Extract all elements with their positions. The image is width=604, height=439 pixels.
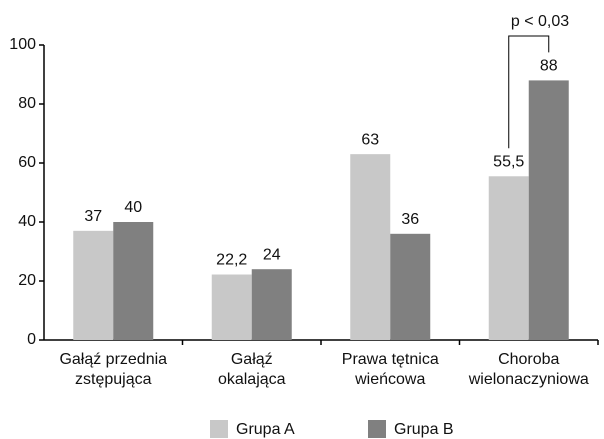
x-tick-label: wieńcowa — [354, 371, 425, 388]
value-label: 24 — [263, 246, 281, 263]
x-tick-label: Gałąź — [231, 351, 273, 368]
legend-label: Grupa A — [236, 421, 295, 438]
x-tick-label: wielonaczyniowa — [468, 371, 589, 388]
legend-swatch — [210, 420, 228, 438]
x-tick-label: okalająca — [218, 371, 286, 388]
legend-label: Grupa B — [394, 421, 454, 438]
bar — [528, 80, 569, 341]
legend-swatch — [368, 420, 386, 438]
y-tick-label: 80 — [18, 95, 36, 112]
value-label: 37 — [84, 208, 102, 225]
x-tick-label: Choroba — [498, 351, 559, 368]
y-tick-label: 60 — [18, 154, 36, 171]
bar — [211, 274, 252, 340]
value-label: 63 — [361, 131, 379, 148]
y-tick-label: 20 — [18, 272, 36, 289]
x-tick-label: Gałąź przednia — [59, 351, 167, 368]
bar — [488, 176, 529, 340]
bar — [390, 233, 431, 340]
value-label: 36 — [401, 211, 419, 228]
bar — [113, 222, 154, 340]
x-tick-label: zstępująca — [75, 371, 152, 388]
annotation: p < 0,03 — [511, 13, 569, 30]
value-label: 55,5 — [493, 153, 524, 170]
bar — [251, 269, 292, 340]
bar — [350, 154, 391, 340]
x-tick-label: Prawa tętnica — [342, 351, 439, 368]
y-tick-label: 100 — [9, 36, 36, 53]
y-tick-label: 0 — [27, 331, 36, 348]
bar — [73, 230, 114, 340]
significance-bracket — [508, 35, 550, 149]
value-label: 88 — [540, 58, 558, 75]
y-tick-label: 40 — [18, 213, 36, 230]
value-label: 22,2 — [216, 252, 247, 269]
value-label: 40 — [124, 199, 142, 216]
